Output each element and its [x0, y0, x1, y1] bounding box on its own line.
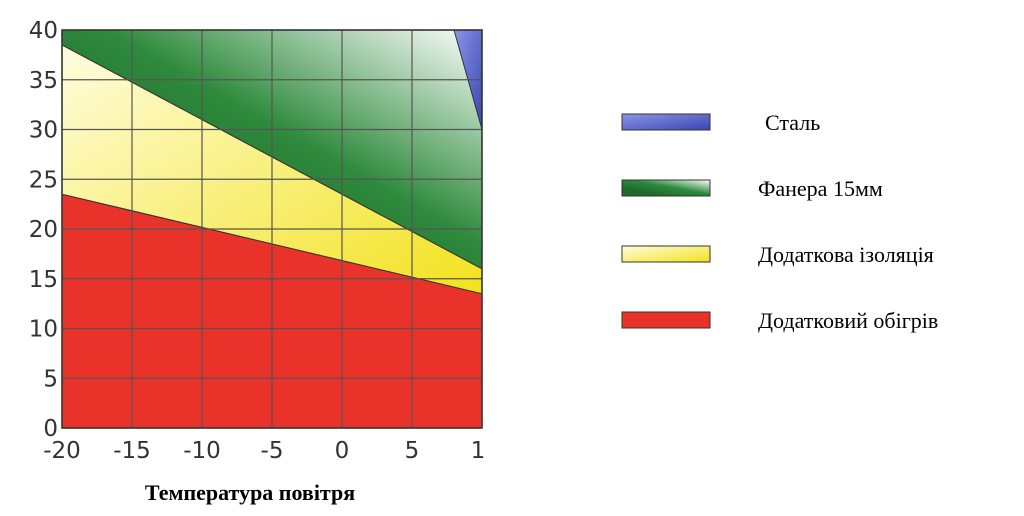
- y-tick-label: 10: [29, 317, 58, 343]
- x-tick-label: 1: [471, 438, 486, 464]
- y-tick-label: 15: [29, 267, 58, 293]
- legend-label: Додатковий обігрів: [758, 308, 938, 333]
- y-tick-label: 30: [29, 118, 58, 144]
- legend-swatch: [621, 311, 711, 329]
- legend-label: Сталь: [765, 110, 820, 135]
- x-axis-label: Температура повітря: [145, 480, 355, 505]
- legend-swatch: [621, 245, 711, 263]
- x-tick-label: -10: [183, 438, 221, 464]
- legend-swatch: [621, 179, 711, 197]
- x-tick-label: 5: [405, 438, 420, 464]
- legend-label: Фанера 15мм: [758, 176, 883, 201]
- x-tick-label: -15: [113, 438, 151, 464]
- legend-label: Додаткова ізоляція: [758, 242, 934, 267]
- plot-frame: [61, 29, 483, 429]
- y-tick-label: 0: [43, 416, 58, 442]
- x-tick-label: -20: [43, 438, 81, 464]
- y-tick-label: 20: [29, 217, 58, 243]
- x-tick-label: -5: [261, 438, 284, 464]
- legend-swatch: [621, 113, 711, 131]
- y-tick-label: 25: [29, 167, 58, 193]
- y-tick-label: 35: [29, 68, 58, 94]
- y-tick-label: 40: [29, 18, 58, 44]
- x-tick-label: 0: [335, 438, 350, 464]
- y-tick-label: 5: [43, 366, 58, 392]
